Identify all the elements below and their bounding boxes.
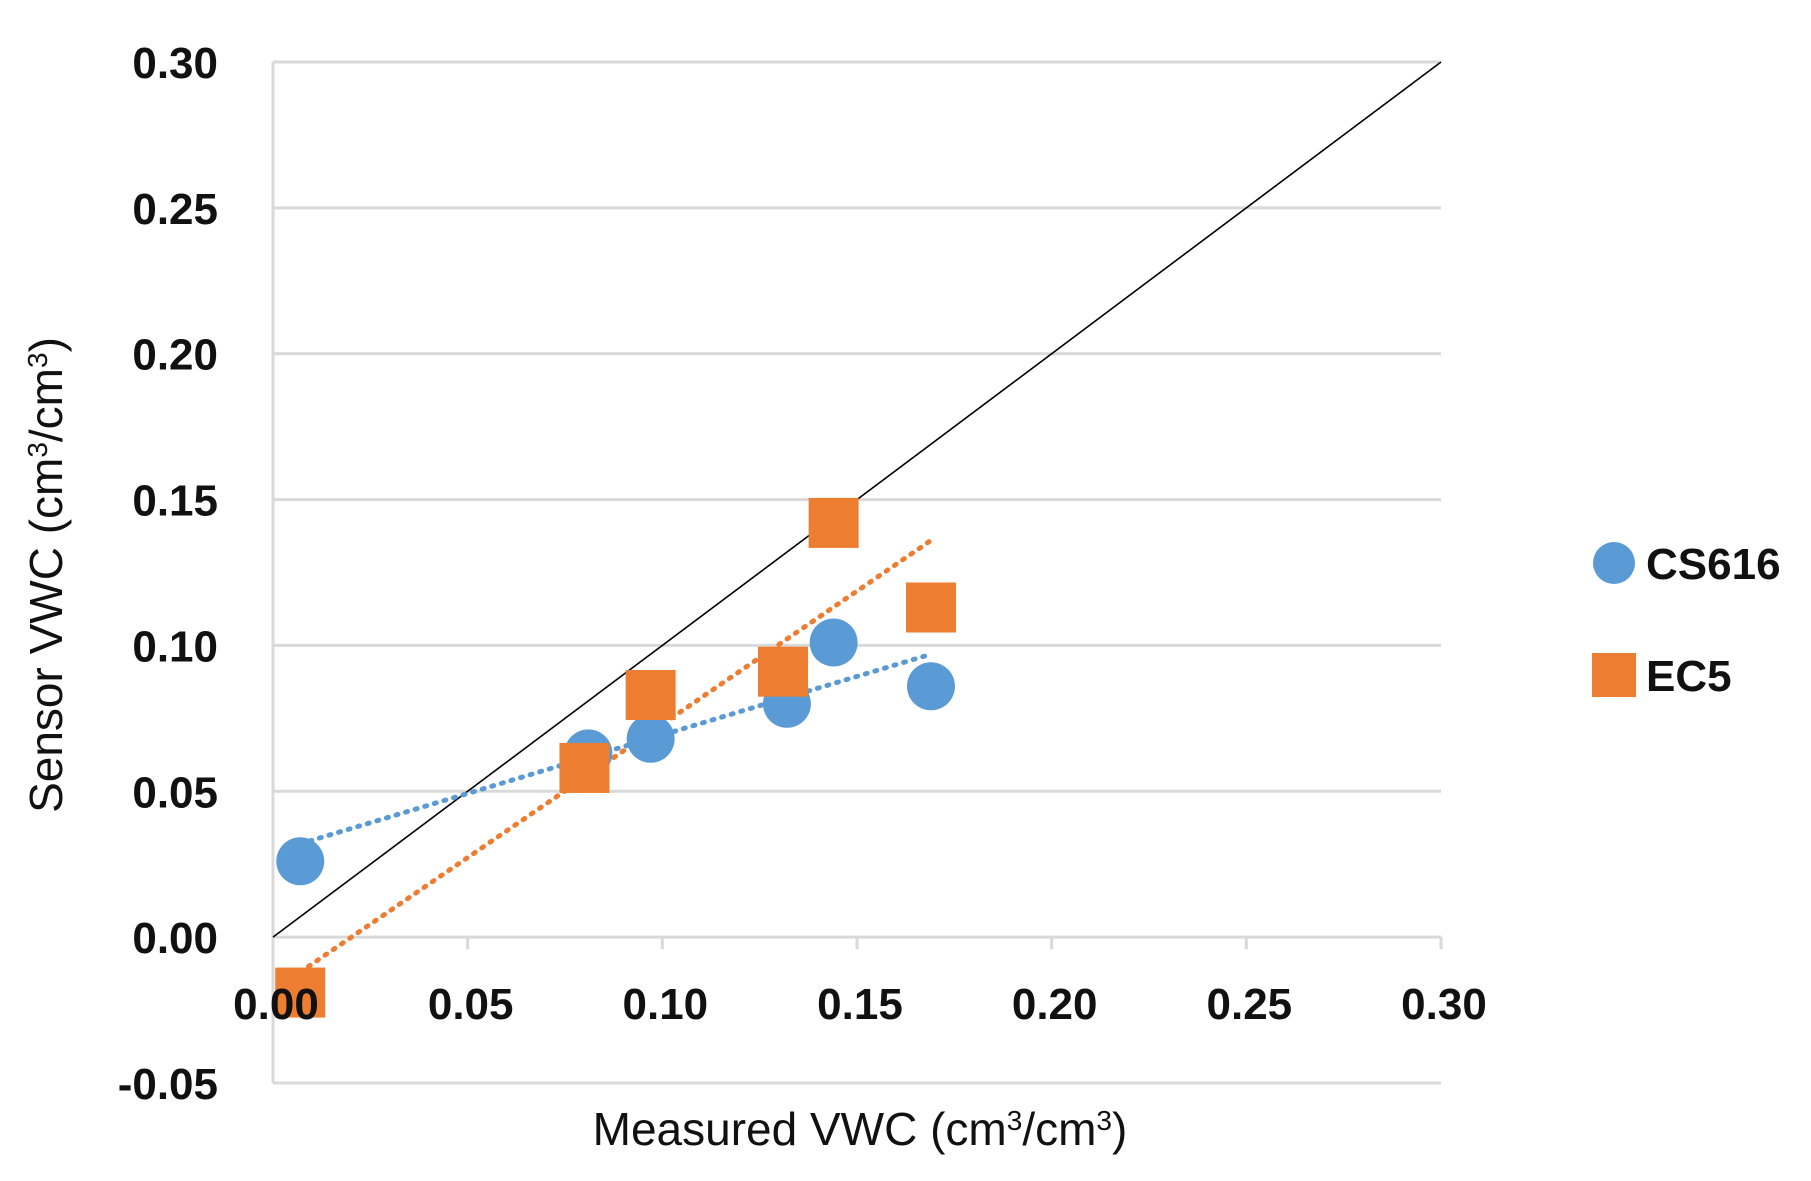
gridlines bbox=[273, 60, 1441, 1085]
ec5-point-1 bbox=[559, 742, 610, 793]
x-tick-label-5: 0.25 bbox=[1207, 980, 1293, 1029]
y-tick-label-0: -0.05 bbox=[118, 1060, 218, 1109]
cs616-point-0 bbox=[276, 837, 325, 886]
y-tick-label-4: 0.15 bbox=[132, 477, 218, 526]
y-tick-label-3: 0.10 bbox=[132, 622, 218, 671]
ec5-point-3 bbox=[758, 646, 809, 697]
x-tick-label-6: 0.30 bbox=[1401, 980, 1487, 1029]
legend-label-cs616: CS616 bbox=[1646, 540, 1781, 589]
x-tick-label-1: 0.05 bbox=[428, 980, 514, 1029]
legend-marker-ec5 bbox=[1592, 653, 1636, 697]
ec5-point-2 bbox=[625, 670, 676, 721]
legend-marker-cs616 bbox=[1593, 542, 1635, 584]
x-tick-label-3: 0.15 bbox=[817, 980, 903, 1029]
y-tick-label-2: 0.05 bbox=[132, 768, 218, 817]
cs616-point-5 bbox=[906, 662, 955, 711]
x-tick-label-0: 0.00 bbox=[233, 980, 319, 1029]
y-tick-label-7: 0.30 bbox=[132, 39, 218, 88]
ec5-point-5 bbox=[905, 582, 956, 633]
trendlines bbox=[297, 537, 934, 975]
y-tick-label-6: 0.25 bbox=[132, 185, 218, 234]
x-tick-label-4: 0.20 bbox=[1012, 980, 1098, 1029]
y-tick-label-5: 0.20 bbox=[132, 331, 218, 380]
legend-label-ec5: EC5 bbox=[1646, 652, 1732, 701]
ec5-point-0 bbox=[275, 967, 326, 1018]
legend: CS616 EC5 bbox=[1592, 540, 1781, 701]
tick-labels: -0.05 0.00 0.05 0.10 0.15 0.20 0.25 0.30 0.00 0.0… bbox=[118, 39, 1487, 1109]
data-points bbox=[275, 497, 956, 1018]
trendline-ec5 bbox=[297, 537, 934, 975]
y-axis-title: Sensor VWC (cm3/cm3) bbox=[20, 337, 72, 813]
ec5-point-4 bbox=[808, 497, 859, 548]
trendline-cs616 bbox=[297, 651, 934, 847]
y-tick-label-1: 0.00 bbox=[132, 914, 218, 963]
x-tick-label-2: 0.10 bbox=[623, 980, 709, 1029]
axes bbox=[271, 62, 1443, 1083]
cs616-point-4 bbox=[809, 618, 858, 667]
cs616-point-2 bbox=[626, 714, 675, 763]
x-axis-title: Measured VWC (cm3/cm3) bbox=[593, 1103, 1128, 1155]
